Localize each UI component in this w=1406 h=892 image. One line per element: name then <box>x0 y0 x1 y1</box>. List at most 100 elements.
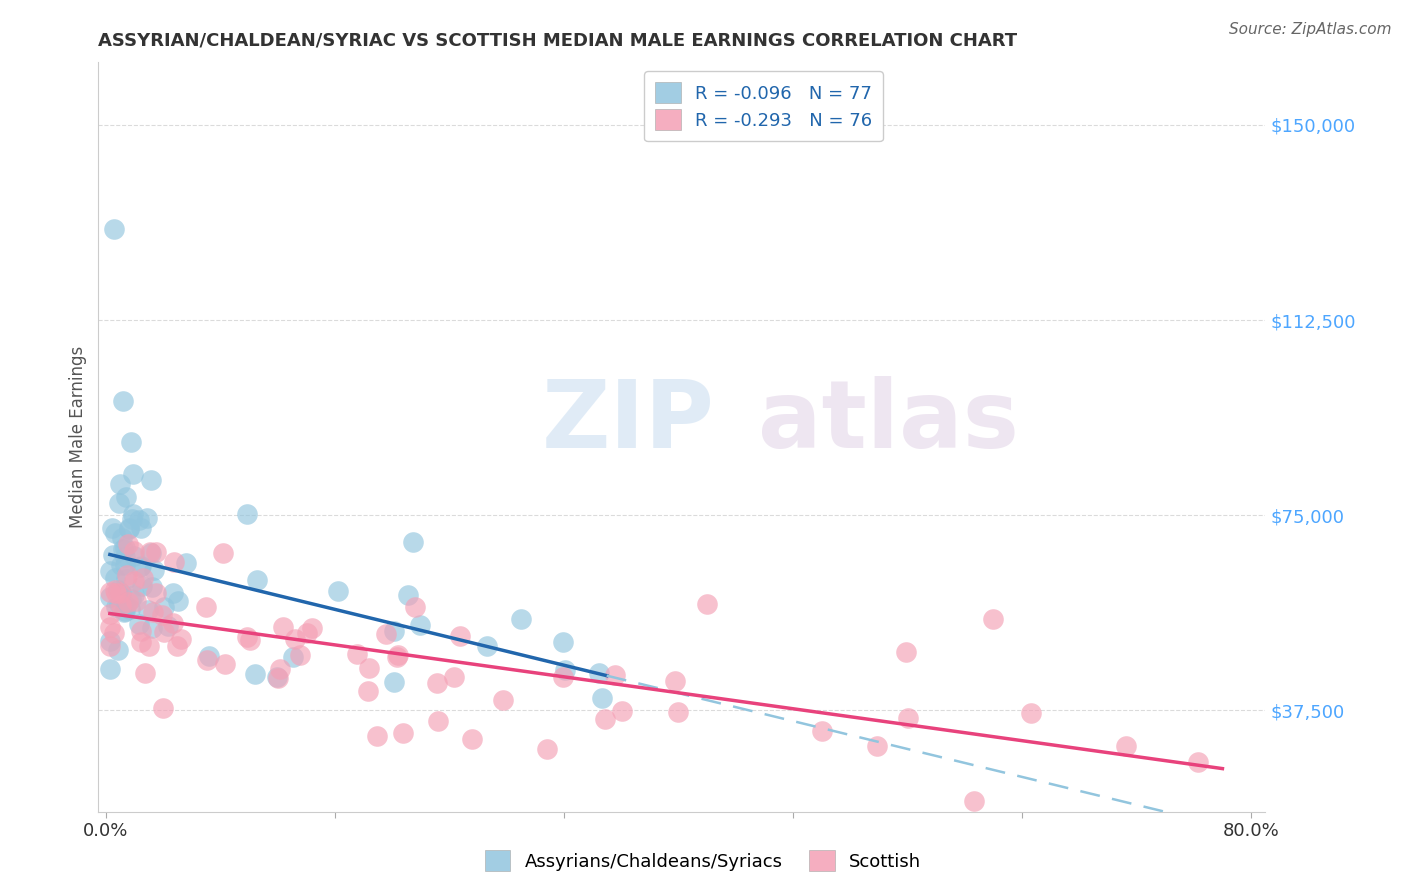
Point <box>114 541 136 555</box>
Point <box>108 476 131 491</box>
Point <box>98 584 121 599</box>
Point <box>491 693 513 707</box>
Point <box>194 599 217 614</box>
Point <box>983 612 1005 626</box>
Point <box>1019 706 1042 720</box>
Point <box>128 513 150 527</box>
Point <box>142 563 165 577</box>
Point <box>122 574 145 589</box>
Point <box>157 619 180 633</box>
Point <box>243 666 266 681</box>
Point <box>111 531 134 545</box>
Point <box>174 556 197 570</box>
Point <box>128 559 150 574</box>
Point <box>110 586 132 600</box>
Point <box>1187 755 1209 769</box>
Point <box>104 582 127 597</box>
Point <box>153 625 176 640</box>
Point <box>197 652 219 666</box>
Point <box>536 741 558 756</box>
Point <box>107 642 129 657</box>
Point <box>1115 739 1137 753</box>
Point <box>426 714 449 729</box>
Point <box>664 674 686 689</box>
Point <box>477 639 499 653</box>
Point <box>141 580 163 594</box>
Point <box>897 710 920 724</box>
Point <box>132 571 155 585</box>
Point <box>141 546 163 560</box>
Point <box>141 621 163 635</box>
Point <box>284 632 307 647</box>
Point <box>588 666 610 681</box>
Point <box>551 670 574 684</box>
Point <box>449 629 471 643</box>
Point <box>120 435 142 450</box>
Point <box>593 712 616 726</box>
Point <box>266 670 288 684</box>
Point <box>114 604 136 618</box>
Point <box>104 600 127 615</box>
Point <box>98 590 121 604</box>
Point <box>295 626 318 640</box>
Point <box>163 555 186 569</box>
Point <box>107 582 129 597</box>
Point <box>101 521 124 535</box>
Point <box>122 588 145 602</box>
Point <box>170 632 193 646</box>
Point <box>98 607 121 621</box>
Point <box>385 649 408 664</box>
Point <box>396 589 419 603</box>
Point <box>129 559 152 574</box>
Point <box>212 546 235 560</box>
Point <box>346 647 368 661</box>
Point <box>366 729 388 743</box>
Point <box>121 512 143 526</box>
Point <box>98 633 121 648</box>
Point <box>120 591 142 606</box>
Point <box>110 585 132 599</box>
Point <box>108 597 131 611</box>
Point <box>301 621 323 635</box>
Point <box>136 603 159 617</box>
Point <box>391 726 413 740</box>
Point <box>131 624 153 638</box>
Point <box>101 549 124 563</box>
Point <box>138 639 160 653</box>
Point <box>110 598 132 612</box>
Point <box>236 507 259 521</box>
Text: Source: ZipAtlas.com: Source: ZipAtlas.com <box>1229 22 1392 37</box>
Point <box>357 683 380 698</box>
Point <box>288 648 311 663</box>
Text: ASSYRIAN/CHALDEAN/SYRIAC VS SCOTTISH MEDIAN MALE EARNINGS CORRELATION CHART: ASSYRIAN/CHALDEAN/SYRIAC VS SCOTTISH MED… <box>98 31 1018 49</box>
Point <box>98 564 121 578</box>
Point <box>605 668 627 682</box>
Point <box>150 607 173 622</box>
Point <box>135 511 157 525</box>
Point <box>114 491 136 505</box>
Point <box>811 724 834 739</box>
Point <box>382 675 405 690</box>
Point <box>118 521 141 535</box>
Point <box>271 620 294 634</box>
Point <box>166 639 188 653</box>
Point <box>269 662 291 676</box>
Point <box>443 670 465 684</box>
Point <box>98 639 121 653</box>
Point <box>104 526 127 541</box>
Point <box>382 624 405 638</box>
Point <box>121 467 143 482</box>
Point <box>103 625 125 640</box>
Point <box>112 605 135 619</box>
Point <box>108 495 131 509</box>
Point <box>103 222 125 236</box>
Point <box>553 635 575 649</box>
Point <box>510 612 533 626</box>
Point <box>122 544 145 558</box>
Point <box>145 586 167 600</box>
Point <box>134 665 156 680</box>
Point <box>115 572 138 586</box>
Point <box>198 649 221 664</box>
Point <box>112 542 135 557</box>
Point <box>374 627 396 641</box>
